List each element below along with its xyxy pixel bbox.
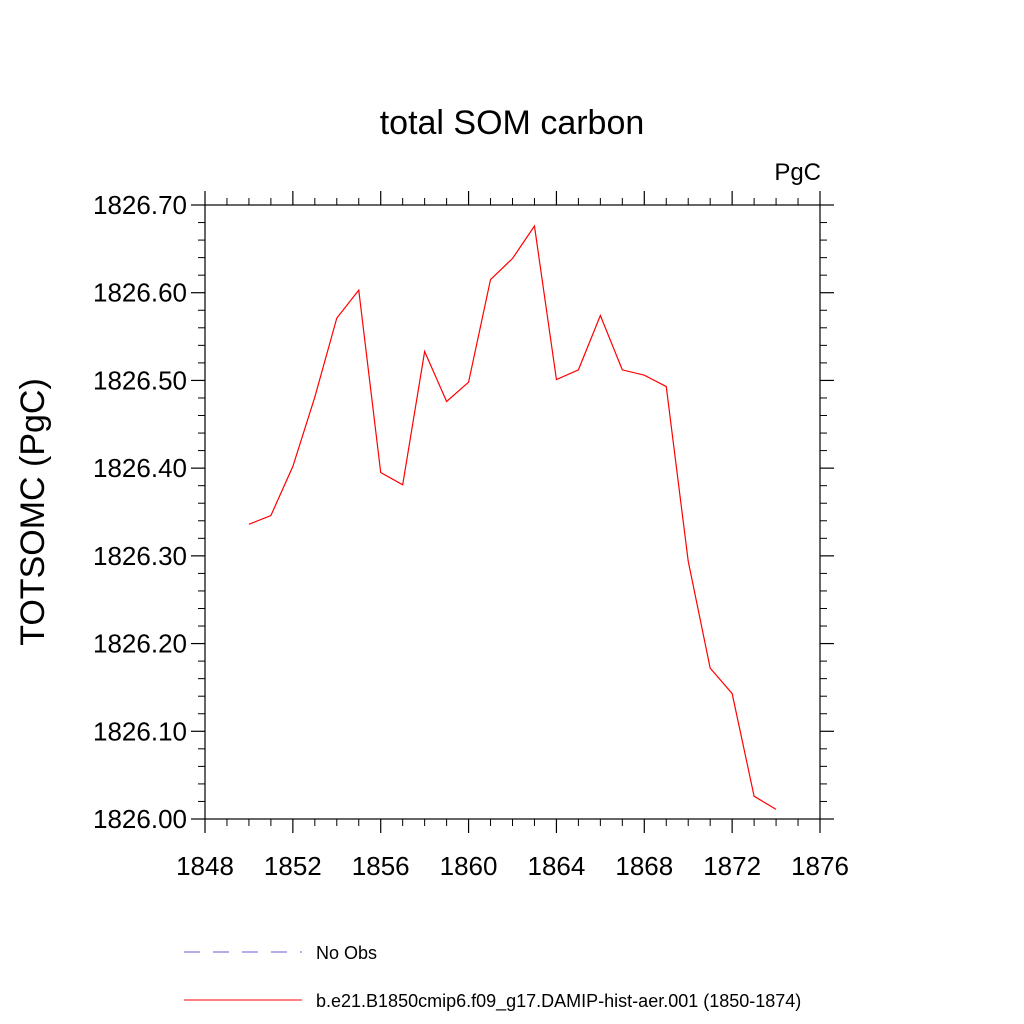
- chart-title: total SOM carbon: [380, 104, 645, 142]
- y-tick-label: 1826.00: [93, 804, 187, 834]
- legend-label: b.e21.B1850cmip6.f09_g17.DAMIP-hist-aer.…: [316, 991, 801, 1012]
- x-tick-label: 1856: [352, 851, 410, 881]
- x-tick-label: 1848: [176, 851, 234, 881]
- plot-frame: [204, 204, 821, 820]
- x-tick-label: 1864: [528, 851, 586, 881]
- y-tick-label: 1826.70: [93, 190, 187, 220]
- y-tick-label: 1826.40: [93, 453, 187, 483]
- y-tick-label: 1826.60: [93, 278, 187, 308]
- y-tick-label: 1826.20: [93, 629, 187, 659]
- y-axis-label: TOTSOMC (PgC): [14, 378, 52, 646]
- legend-item: No Obs: [184, 943, 377, 963]
- x-tick-label: 1872: [703, 851, 761, 881]
- y-tick-label: 1826.10: [93, 716, 187, 746]
- series-layer: [248, 224, 777, 810]
- legend-label: No Obs: [316, 943, 377, 963]
- y-tick-label: 1826.30: [93, 541, 187, 571]
- x-tick-label: 1868: [615, 851, 673, 881]
- legend: No Obs b.e21.B1850cmip6.f09_g17.DAMIP-his…: [184, 943, 801, 1012]
- x-tick-label: 1860: [440, 851, 498, 881]
- x-tick-label: 1852: [264, 851, 322, 881]
- units-label: PgC: [774, 159, 821, 186]
- y-tick-label: 1826.50: [93, 365, 187, 395]
- x-tick-label: 1876: [791, 851, 849, 881]
- ticks-layer: 1848 1852 1856 1860 1864 1868 1872 1876 1826.00 1…: [93, 190, 849, 881]
- series-line: [248, 224, 777, 810]
- legend-item: b.e21.B1850cmip6.f09_g17.DAMIP-hist-aer.…: [184, 991, 801, 1012]
